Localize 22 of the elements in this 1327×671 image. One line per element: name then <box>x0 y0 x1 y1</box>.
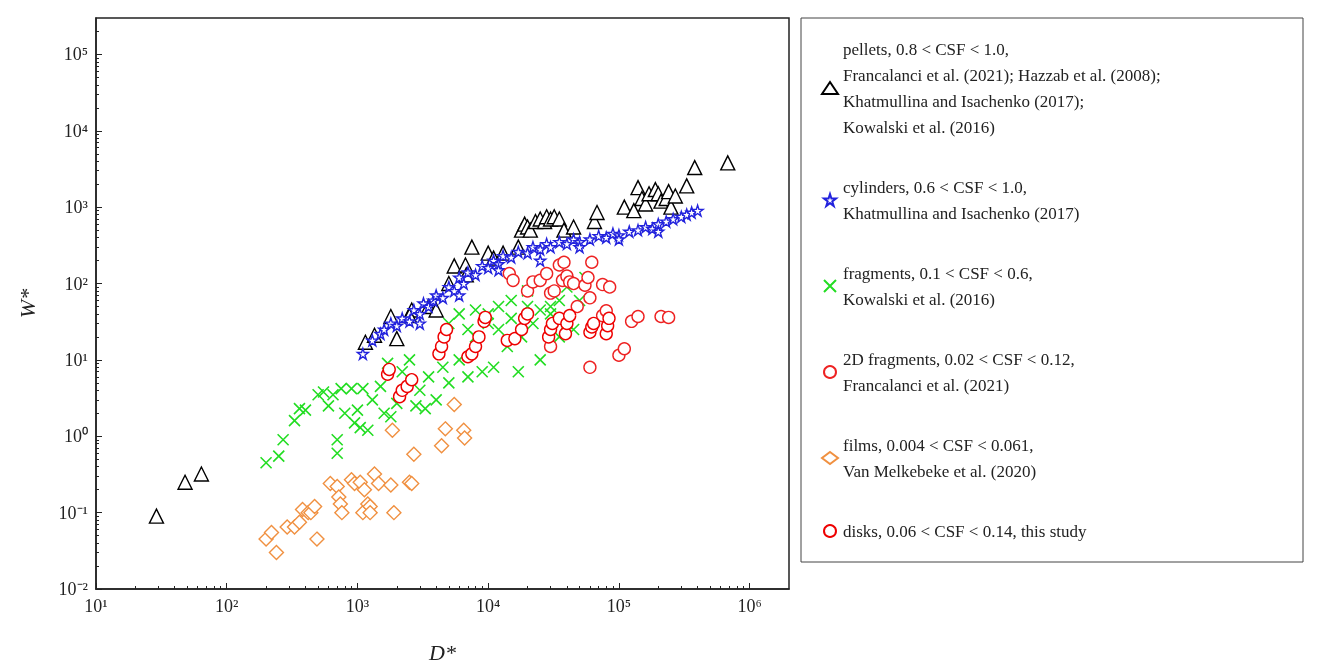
y-tick-label: 10³ <box>64 197 89 218</box>
y-tick-label: 10⁵ <box>63 44 88 65</box>
y-tick-label: 10⁰ <box>64 426 88 447</box>
y-tick-label: 10⁴ <box>63 120 88 141</box>
x-tick-label: 10⁴ <box>476 596 501 616</box>
legend-label: pellets, 0.8 < CSF < 1.0, Francalanci et al. (2021); Hazzab et al. (2008); Khatmullina and Isachenko (2017); Kowalski et al. (2016) <box>843 39 1161 137</box>
y-tick-label: 10⁻¹ <box>58 502 88 523</box>
y-axis-title: W* <box>14 288 40 319</box>
y-tick-label: 10⁻² <box>58 579 88 599</box>
legend-label: cylinders, 0.6 < CSF < 1.0, Khatmullina and Isachenko (2017) <box>843 177 1080 223</box>
x-tick-label: 10⁶ <box>737 596 762 616</box>
y-tick-label: 10² <box>64 273 88 294</box>
x-tick-label: 10² <box>215 596 239 616</box>
x-axis-title: D* <box>428 639 456 665</box>
legend-label: disks, 0.06 < CSF < 0.14, this study <box>843 521 1088 541</box>
y-tick-label: 10¹ <box>64 349 88 370</box>
legend-label: fragments, 0.1 < CSF < 0.6, Kowalski et al. (2016) <box>843 263 1033 309</box>
legend-label: 2D fragments, 0.02 < CSF < 0.12, Francalanci et al. (2021) <box>843 349 1075 395</box>
legend-label: films, 0.004 < CSF < 0.061, Van Melkebeke et al. (2020) <box>843 435 1037 481</box>
x-tick-label: 10³ <box>345 596 370 616</box>
x-tick-label: 10⁵ <box>606 596 632 616</box>
x-tick-label: 10¹ <box>84 596 108 616</box>
